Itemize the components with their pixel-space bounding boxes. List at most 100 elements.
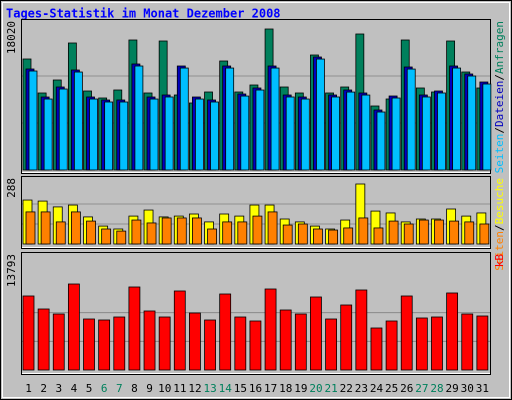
bar [67,283,80,371]
bar [195,98,204,171]
x-tick-label: 10 [158,382,171,395]
bar [146,222,157,245]
bar [113,316,126,371]
bar [210,101,219,171]
x-tick-label: 23 [355,382,368,395]
bar [391,97,401,171]
x-tick-label: 25 [385,382,398,395]
bar [343,227,354,245]
bar [83,318,95,371]
bar [300,98,310,171]
bar [143,310,156,371]
bar [340,304,353,371]
bar [40,211,51,245]
bar [161,217,172,245]
x-tick-label: 3 [56,382,63,395]
bar [421,96,431,171]
x-tick-label: 4 [71,382,78,395]
bar [449,220,460,245]
legend-entry: kB [493,254,506,268]
legend: Seiten/Besuche [493,178,506,271]
legend-entry: Anfragen [493,21,506,74]
x-tick-label: 12 [188,382,201,395]
x-tick-label: 22 [340,382,353,395]
x-tick-label: 9 [146,382,153,395]
legend-entry: Seiten [493,231,506,271]
y-tick-label: 18020 [5,21,18,54]
bar [464,221,475,245]
bar [240,95,250,171]
bar [149,98,159,171]
bar [98,319,111,371]
x-tick-label: 19 [294,382,307,395]
bar [482,83,492,171]
bar [355,289,368,371]
bar [101,228,112,245]
bar [446,292,459,371]
legend: kB [493,254,506,268]
legend-entry: Dateien [493,81,506,127]
y-tick-label: 13793 [5,254,18,287]
bar [179,67,189,171]
bar [234,316,247,371]
legend-entry: Besuche [493,178,506,224]
x-tick-label: 16 [249,382,262,395]
bar [415,317,428,371]
bar [270,67,280,171]
x-tick-label: 11 [173,382,186,395]
bar [89,98,98,171]
bar [164,96,174,171]
bar [294,313,307,371]
x-tick-label: 21 [325,382,338,395]
y-tick-label: 288 [5,178,18,198]
bar [376,111,386,171]
x-tick-label: 17 [264,382,277,395]
legend-separator: / [493,127,506,134]
bar [385,320,398,371]
x-tick-label: 2 [40,382,47,395]
x-tick-label: 31 [476,382,489,395]
x-tick-label: 14 [219,382,233,395]
bar [25,211,36,245]
x-tick-label: 1 [25,382,32,395]
legend-entry: Seiten [493,134,506,174]
bar [58,88,68,171]
bar [370,327,383,371]
bar [313,228,323,245]
x-tick-label: 28 [430,382,443,395]
bar [403,223,414,245]
bar [204,319,216,371]
bar [406,68,416,171]
bar [400,295,413,371]
bar [255,89,265,171]
bar [119,101,129,171]
bar [452,67,462,171]
bar [225,67,235,171]
bar [128,286,141,371]
bar [461,313,474,371]
x-tick-label: 27 [415,382,428,395]
bar [207,228,217,245]
bar [267,211,278,245]
x-tick-label: 13 [203,382,216,395]
bar [219,293,232,371]
bar [70,211,81,245]
bar [316,58,325,171]
bar [325,318,337,371]
bar [264,288,277,371]
bar [237,221,248,245]
bar [361,94,371,171]
bar [173,290,186,371]
bar [176,217,187,245]
bar [310,296,322,371]
bar [252,215,263,245]
bar [331,96,340,171]
bar [86,220,96,245]
legend-separator: / [493,224,506,231]
x-tick-label: 24 [370,382,384,395]
x-tick-label: 26 [400,382,413,395]
x-tick-label: 7 [116,382,123,395]
bar [22,295,35,371]
